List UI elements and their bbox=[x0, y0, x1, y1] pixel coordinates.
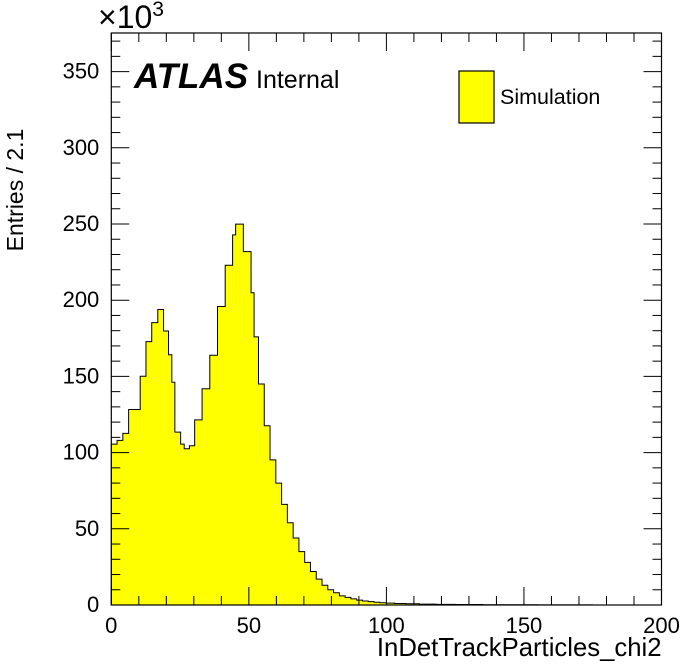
svg-text:200: 200 bbox=[63, 287, 100, 312]
svg-text:50: 50 bbox=[75, 516, 99, 541]
svg-text:0: 0 bbox=[105, 613, 117, 638]
svg-text:0: 0 bbox=[87, 592, 99, 617]
svg-text:Entries / 2.1: Entries / 2.1 bbox=[2, 129, 28, 252]
svg-text:50: 50 bbox=[237, 613, 261, 638]
svg-text:350: 350 bbox=[63, 59, 100, 84]
svg-text:150: 150 bbox=[63, 363, 100, 388]
svg-text:Simulation: Simulation bbox=[500, 85, 600, 109]
svg-text:×103: ×103 bbox=[98, 0, 164, 35]
svg-text:100: 100 bbox=[63, 440, 100, 465]
svg-text:250: 250 bbox=[63, 211, 100, 236]
svg-text:Internal: Internal bbox=[256, 66, 339, 94]
svg-text:300: 300 bbox=[63, 135, 100, 160]
svg-text:InDetTrackParticles_chi2: InDetTrackParticles_chi2 bbox=[377, 634, 662, 662]
svg-text:ATLAS: ATLAS bbox=[133, 57, 248, 96]
